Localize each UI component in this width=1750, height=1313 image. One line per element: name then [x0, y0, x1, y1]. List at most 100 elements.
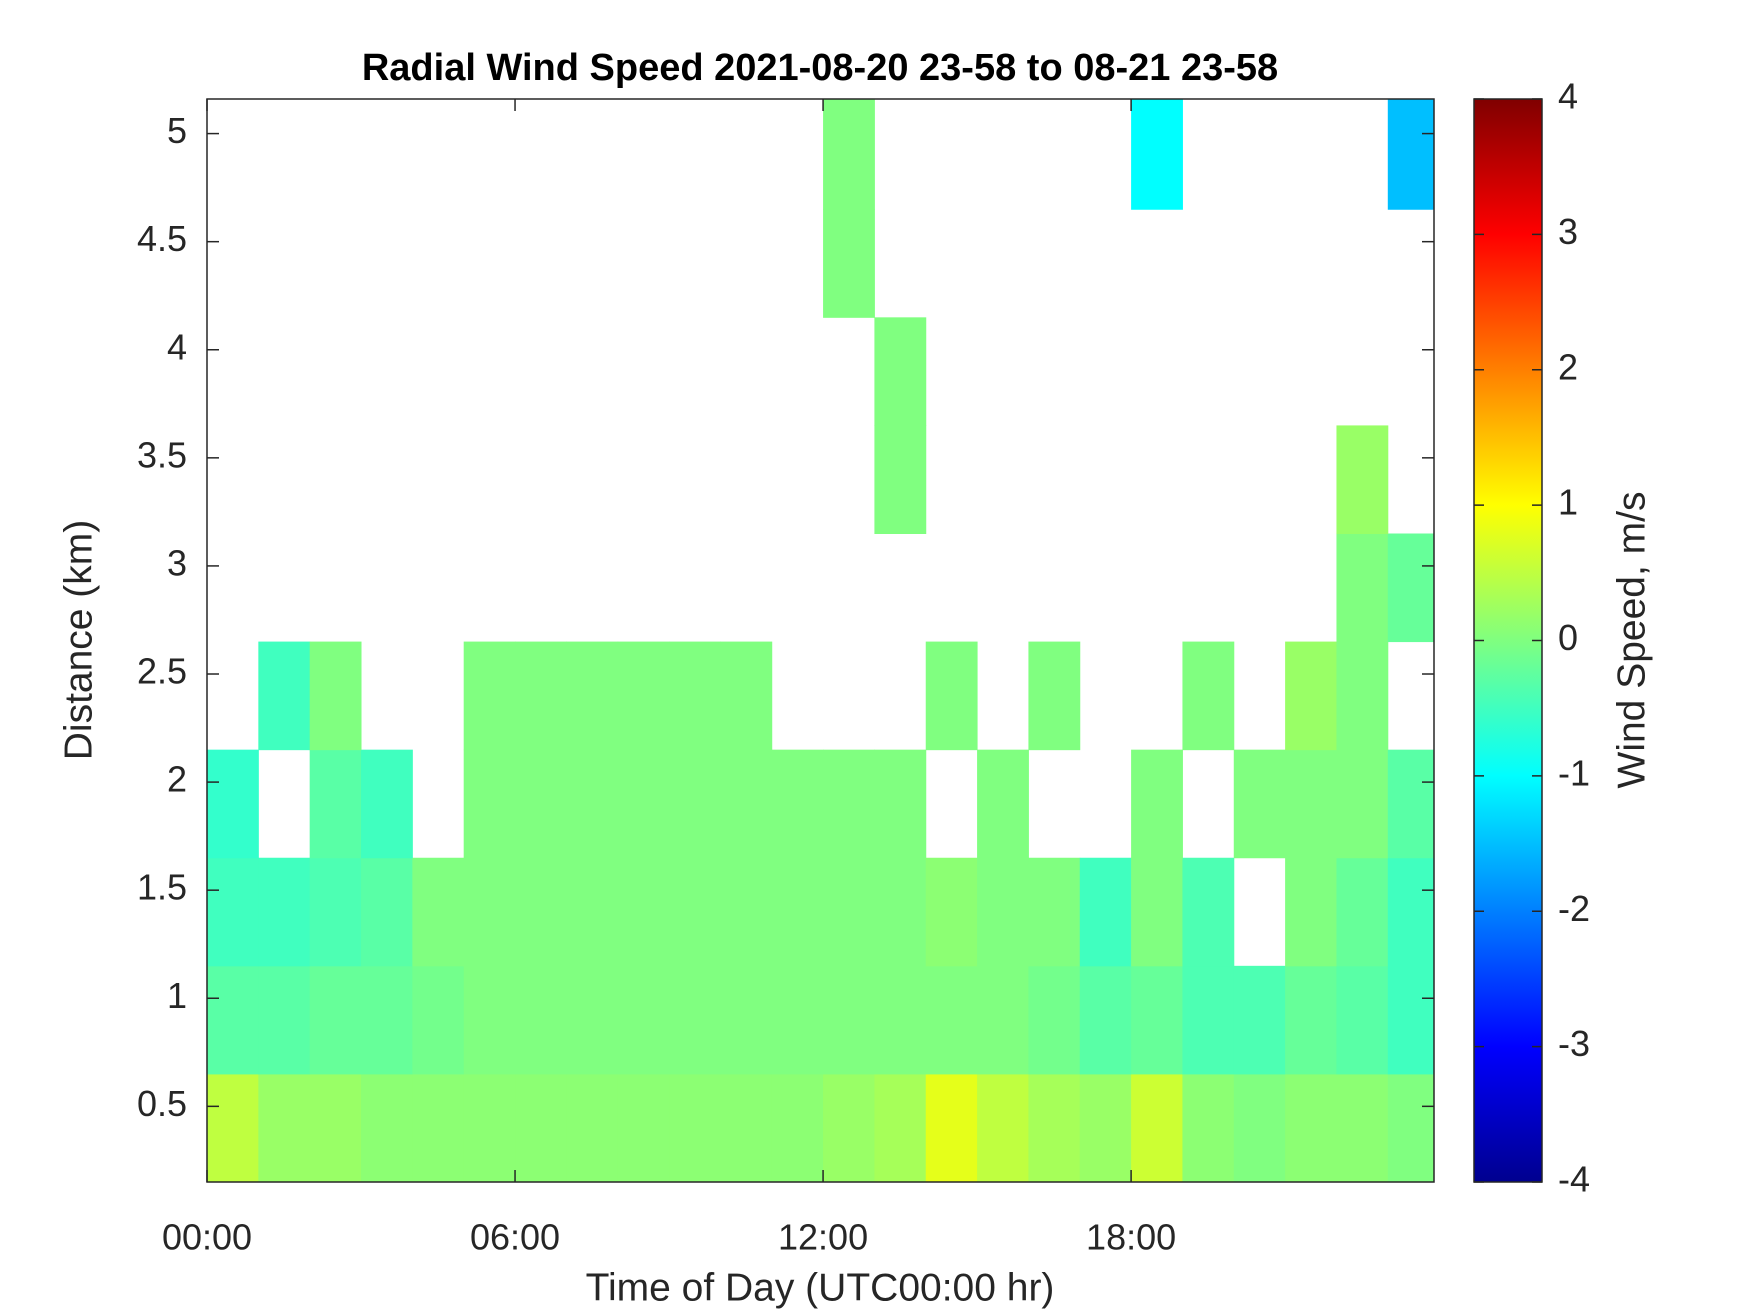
heatmap-cell: [771, 1073, 824, 1183]
colorbar-tick-label: 0: [1558, 617, 1578, 658]
heatmap-cell: [207, 965, 259, 1075]
heatmap-cell: [515, 1073, 567, 1183]
heatmap-cell: [361, 1073, 413, 1183]
x-axis-label: Time of Day (UTC00:00 hr): [586, 1266, 1055, 1309]
heatmap-cell: [1131, 857, 1183, 967]
x-tick-label: 00:00: [162, 1217, 252, 1258]
heatmap-cell: [1336, 533, 1389, 643]
heatmap-cell: [258, 965, 311, 1075]
heatmap-cell: [361, 965, 413, 1075]
heatmap-cell: [1336, 965, 1389, 1075]
x-tick-label: 18:00: [1086, 1217, 1176, 1258]
heatmap-cell: [823, 857, 875, 967]
heatmap-cell: [925, 965, 978, 1075]
heatmap-cell: [1028, 857, 1081, 967]
colorbar-tick-label: 3: [1558, 211, 1578, 252]
heatmap-cell: [874, 1073, 927, 1183]
heatmap-cell: [361, 749, 413, 859]
heatmap-cell: [669, 749, 721, 859]
heatmap-cell: [1131, 749, 1183, 859]
colorbar-tick-label: -2: [1558, 888, 1590, 929]
heatmap-cell: [1387, 857, 1435, 967]
colorbar-tick-label: 2: [1558, 346, 1578, 387]
heatmap-cell: [977, 965, 1029, 1075]
heatmap-cell: [258, 641, 311, 751]
heatmap-cell: [1028, 965, 1081, 1075]
heatmap-cell: [412, 965, 465, 1075]
heatmap-cell: [1182, 1073, 1235, 1183]
heatmap-cell: [1336, 749, 1389, 859]
heatmap-cell: [977, 1073, 1029, 1183]
heatmap-cell: [1387, 1073, 1435, 1183]
heatmap-cell: [258, 857, 311, 967]
heatmap-cell: [1285, 1073, 1337, 1183]
heatmap-cell: [309, 1073, 362, 1183]
heatmap-cell: [925, 641, 978, 751]
heatmap-cell: [258, 1073, 311, 1183]
heatmap-cell: [207, 749, 259, 859]
y-tick-label: 4.5: [137, 218, 187, 259]
y-tick-label: 1: [167, 975, 187, 1016]
heatmap-cell: [1079, 857, 1132, 967]
heatmap-cell: [1285, 965, 1337, 1075]
x-tick-label: 06:00: [470, 1217, 560, 1258]
chart-title: Radial Wind Speed 2021-08-20 23-58 to 08…: [362, 47, 1278, 89]
heatmap-cell: [566, 1073, 619, 1183]
heatmap-cell: [669, 965, 721, 1075]
heatmap-cell: [1131, 99, 1183, 210]
heatmap-cell: [1336, 1073, 1389, 1183]
y-tick-label: 2: [167, 759, 187, 800]
heatmap-cell: [977, 749, 1029, 859]
colorbar: [1473, 98, 1543, 1183]
heatmap-cell: [1387, 749, 1435, 859]
heatmap-cell: [309, 857, 362, 967]
heatmap-cell: [566, 641, 619, 751]
heatmap-cell: [412, 857, 465, 967]
heatmap-cell: [1182, 857, 1235, 967]
colorbar-tick-label: 1: [1558, 482, 1578, 523]
heatmap-cell: [720, 965, 773, 1075]
heatmap-cell: [463, 857, 516, 967]
heatmap-cell: [771, 965, 824, 1075]
heatmap-cell: [720, 641, 773, 751]
heatmap-cell: [1079, 965, 1132, 1075]
heatmap-cell: [925, 857, 978, 967]
heatmap-cell: [1131, 965, 1183, 1075]
heatmap-cell: [1387, 99, 1435, 210]
heatmap-cell: [720, 1073, 773, 1183]
heatmap-cell: [361, 857, 413, 967]
heatmap-cell: [309, 749, 362, 859]
heatmap-cell: [463, 965, 516, 1075]
heatmap-cell: [617, 641, 670, 751]
y-tick-label: 5: [167, 110, 187, 151]
heatmap-cell: [1182, 965, 1235, 1075]
heatmap-cell: [1079, 1073, 1132, 1183]
heatmap-cell: [566, 749, 619, 859]
y-tick-label: 2.5: [137, 651, 187, 692]
heatmap-cell: [1387, 533, 1435, 643]
heatmap-cell: [309, 641, 362, 751]
heatmap-cell: [669, 857, 721, 967]
heatmap-cells: [207, 99, 1435, 1183]
y-tick-label: 1.5: [137, 867, 187, 908]
heatmap-cell: [823, 749, 875, 859]
heatmap-cell: [874, 749, 927, 859]
heatmap-cell: [566, 857, 619, 967]
heatmap-cell: [515, 857, 567, 967]
heatmap-cell: [463, 749, 516, 859]
heatmap-cell: [1233, 749, 1286, 859]
heatmap-cell: [720, 857, 773, 967]
heatmap-cell: [617, 965, 670, 1075]
colorbar-tick-label: -4: [1558, 1159, 1590, 1200]
heatmap-cell: [1285, 857, 1337, 967]
heatmap-cell: [617, 857, 670, 967]
heatmap-cell: [874, 425, 927, 534]
x-tick-label: 12:00: [778, 1217, 868, 1258]
heatmap-cell: [617, 1073, 670, 1183]
y-axis-label: Distance (km): [57, 520, 100, 761]
heatmap-cell: [771, 857, 824, 967]
heatmap-cell: [925, 1073, 978, 1183]
heatmap-cell: [874, 317, 927, 426]
heatmap-cell: [515, 641, 567, 751]
heatmap-cell: [515, 965, 567, 1075]
